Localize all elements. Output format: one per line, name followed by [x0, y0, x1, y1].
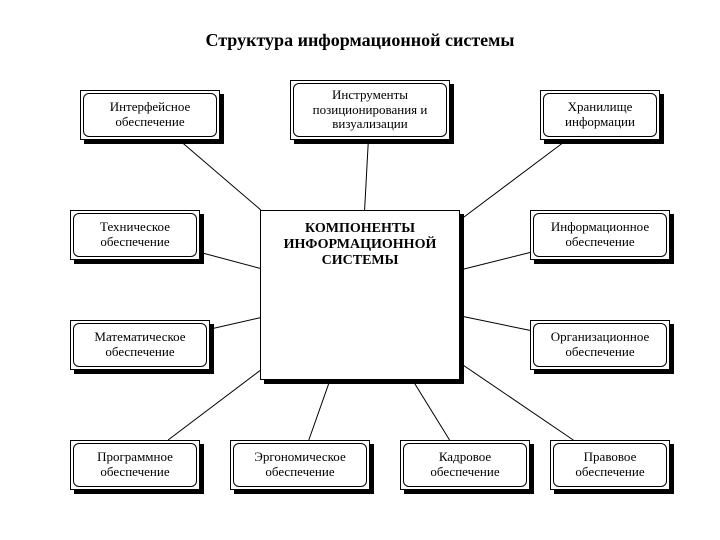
node-n1: Интерфейсное обеспечение — [80, 90, 224, 144]
node-n3: Хранилище информации — [540, 90, 664, 144]
node-face: Кадровое обеспечение — [400, 440, 530, 490]
edge-n1-center — [179, 140, 261, 210]
node-n2: Инструменты позиционирования и визуализа… — [290, 80, 454, 144]
node-face: Техническое обеспечение — [70, 210, 200, 260]
node-face: Программное обеспечение — [70, 440, 200, 490]
node-face: Информационное обеспечение — [530, 210, 670, 260]
node-label: Математическое обеспечение — [75, 330, 205, 360]
node-n11: Правовое обеспечение — [550, 440, 674, 494]
edge-n3-center — [460, 140, 567, 220]
node-face: Интерфейсное обеспечение — [80, 90, 220, 140]
edge-n2-center — [365, 140, 369, 210]
diagram-title: Структура информационной системы — [0, 30, 720, 51]
center-node: КОМПОНЕНТЫ ИНФОРМАЦИОННОЙ СИСТЕМЫ — [260, 210, 464, 384]
node-label: Программное обеспечение — [75, 450, 195, 480]
node-n10: Кадровое обеспечение — [400, 440, 534, 494]
node-face: Математическое обеспечение — [70, 320, 210, 370]
edge-n9-center — [309, 380, 330, 440]
center-label: КОМПОНЕНТЫ ИНФОРМАЦИОННОЙ СИСТЕМЫ — [265, 221, 455, 269]
node-label: Техническое обеспечение — [75, 220, 195, 250]
edge-n8-center — [168, 371, 260, 440]
node-label: Организационное обеспечение — [535, 330, 665, 360]
node-label: Хранилище информации — [545, 100, 655, 130]
node-face: Инструменты позиционирования и визуализа… — [290, 80, 450, 140]
edge-n6-center — [210, 318, 260, 329]
node-label: Эргономическое обеспечение — [235, 450, 365, 480]
edge-n5-center — [460, 253, 530, 271]
node-n5: Информационное обеспечение — [530, 210, 674, 264]
edge-n4-center — [200, 252, 260, 268]
node-label: Инструменты позиционирования и визуализа… — [295, 88, 445, 133]
node-label: Интерфейсное обеспечение — [85, 100, 215, 130]
node-face: Организационное обеспечение — [530, 320, 670, 370]
edge-n7-center — [460, 316, 530, 331]
node-label: Информационное обеспечение — [535, 220, 665, 250]
node-n6: Математическое обеспечение — [70, 320, 214, 374]
center-face: КОМПОНЕНТЫ ИНФОРМАЦИОННОЙ СИСТЕМЫ — [260, 210, 460, 380]
edge-n11-center — [460, 363, 573, 440]
node-label: Правовое обеспечение — [555, 450, 665, 480]
node-label: Кадровое обеспечение — [405, 450, 525, 480]
edge-n10-center — [413, 380, 450, 440]
node-n4: Техническое обеспечение — [70, 210, 204, 264]
node-n8: Программное обеспечение — [70, 440, 204, 494]
node-face: Эргономическое обеспечение — [230, 440, 370, 490]
node-n7: Организационное обеспечение — [530, 320, 674, 374]
node-face: Правовое обеспечение — [550, 440, 670, 490]
node-face: Хранилище информации — [540, 90, 660, 140]
node-n9: Эргономическое обеспечение — [230, 440, 374, 494]
